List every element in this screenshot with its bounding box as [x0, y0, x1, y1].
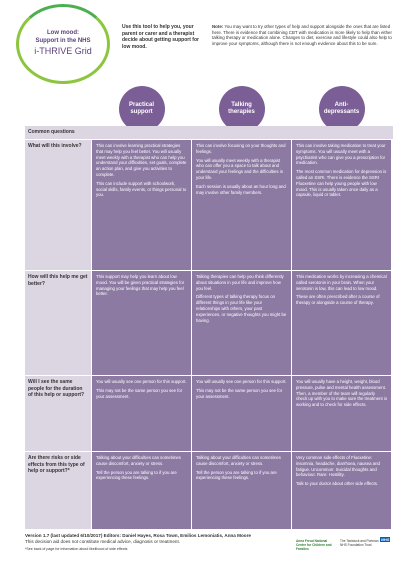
cell-text: The most common medication for depressio…: [296, 169, 387, 198]
column-header: Talking therapies: [218, 86, 265, 132]
cell: You will usually have a height, weight, …: [292, 376, 391, 451]
note-label: Note:: [212, 24, 224, 29]
cell-text: These are often prescribed after a cours…: [296, 294, 380, 306]
column-header: Anti-depressants: [318, 86, 365, 132]
cell: Talking about your difficulties can some…: [92, 452, 191, 529]
cell: This can involve focusing on your though…: [192, 140, 291, 270]
footnote: *See back of page for information about …: [25, 547, 128, 552]
cell: This support may help you learn about lo…: [92, 271, 191, 375]
cell-text: Each session is usually about an hour lo…: [196, 183, 286, 195]
cell-text: Tell the person you are talking to if yo…: [96, 469, 177, 481]
cell: This can involve learning practical stra…: [92, 140, 191, 270]
cell-text: Talk to your doctor about other side eff…: [296, 481, 379, 487]
cell-text: Talking about your difficulties can some…: [96, 455, 181, 466]
cell-text: Different types of talking therapy focus…: [196, 294, 287, 323]
logo-tavistock: The Tavistock and Portman NHS Foundation…: [340, 539, 379, 547]
cell-text: You will usually see one person for this…: [196, 379, 287, 384]
title-circle: Low mood: Support in the NHS i-THRIVE Gr…: [16, 4, 110, 84]
question: Will I see the same people for the durat…: [25, 376, 91, 451]
title-line: i-THRIVE Grid: [34, 45, 92, 56]
question: How will this help me get better?: [25, 271, 91, 375]
cell: You will usually see one person for this…: [92, 376, 191, 451]
cell-text: Talking about your difficulties can some…: [196, 455, 281, 466]
cell: This can involve taking medication to tr…: [292, 140, 391, 270]
cell-text: This may not be the same person you see …: [196, 387, 283, 399]
cell-text: You will usually meet weekly with a ther…: [196, 157, 284, 180]
cell-text: You will usually have a height, weight, …: [296, 379, 387, 408]
cell: Talking about your difficulties can some…: [192, 452, 291, 529]
cell-text: Very common side effects of Fluoxetine: …: [296, 455, 380, 478]
cell-text: This medication works by increasing a ch…: [296, 274, 387, 291]
cell: Talking therapies can help you think dif…: [192, 271, 291, 375]
cell-text: You will usually see one person for this…: [96, 379, 187, 384]
header-band: [25, 126, 393, 139]
cell-text: This can involve taking medication to tr…: [296, 143, 386, 166]
cell-text: This can include support with schoolwork…: [96, 180, 187, 198]
note-text: You may want to try other types of help …: [212, 24, 392, 47]
title-line: Support in the NHS: [35, 38, 91, 45]
cell-text: Talking therapies can help you think dif…: [196, 274, 284, 291]
logo-anna-freud: Anna Freud National Centre for Children …: [296, 539, 332, 551]
cell-text: This can involve focusing on your though…: [196, 143, 286, 154]
cell: You will usually see one person for this…: [192, 376, 291, 451]
disclaimer: This decision aid does not constitute me…: [25, 539, 180, 545]
footer: Version 1.7 (last updated 6/10/2017) Edi…: [25, 533, 295, 552]
cell-text: This may not be the same person you see …: [96, 387, 183, 399]
cell: This medication works by increasing a ch…: [292, 271, 391, 375]
corner-label: Common questions: [28, 129, 75, 135]
question: Are there risks or side effects from thi…: [25, 452, 91, 529]
question: What will this involve?: [25, 140, 91, 270]
column-header: Practical support: [118, 86, 165, 132]
title-line: Low mood:: [47, 30, 79, 37]
version: Version 1.7 (last updated 6/10/2017) Edi…: [25, 533, 251, 538]
intro: Use this tool to help you, your parent o…: [122, 24, 199, 50]
cell: Very common side effects of Fluoxetine: …: [292, 452, 391, 529]
cell-text: This can involve learning practical stra…: [96, 143, 187, 177]
cell-text: This support may help you learn about lo…: [96, 274, 185, 297]
note: Note: You may want to try other types of…: [212, 24, 392, 47]
logo-nhs: NHS: [380, 537, 391, 542]
cell-text: Tell the person you are talking to if yo…: [196, 469, 277, 481]
